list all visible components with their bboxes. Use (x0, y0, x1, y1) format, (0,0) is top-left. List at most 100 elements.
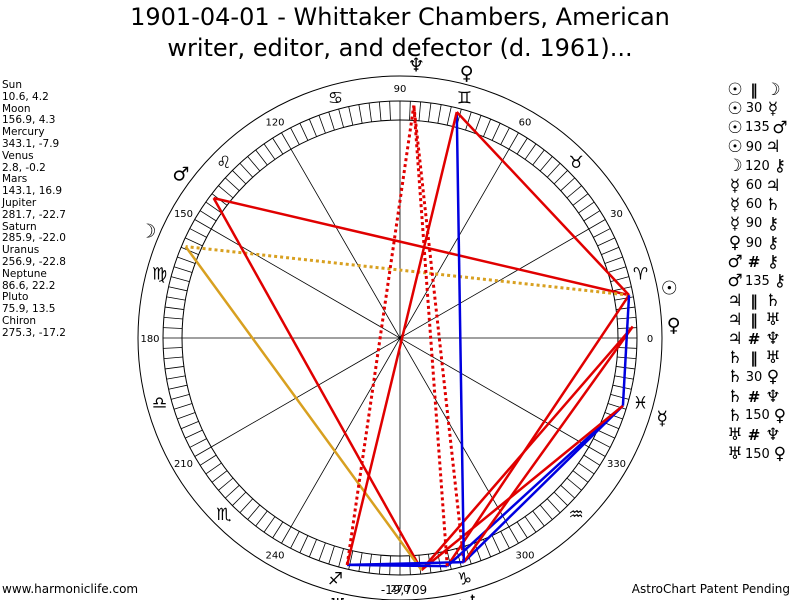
degree-tick (328, 111, 335, 131)
aspect-type: # (747, 253, 761, 272)
aspect-planet-2-glyph: ♆ (765, 424, 781, 445)
position-values-moon: 156.9, 4.3 (2, 114, 56, 127)
degree-tick (232, 491, 247, 506)
aspect-planet-2-glyph: ♆ (765, 386, 781, 407)
degree-tick (164, 306, 184, 310)
degree-tick (566, 477, 582, 491)
planet-glyph-venus: ♀ (667, 315, 681, 337)
degree-tick (168, 286, 188, 292)
degree-label: 270 (390, 584, 409, 595)
degree-tick (189, 228, 207, 238)
degree-tick (189, 438, 207, 448)
degree-tick (328, 545, 335, 565)
aspect-planet-2-glyph: ♅ (765, 348, 781, 369)
degree-tick (524, 143, 537, 160)
aspect-planet-1-glyph: ♄ (727, 348, 743, 369)
aspect-planet-1-glyph: ☿ (729, 175, 741, 196)
aspect-type: ‖ (750, 291, 758, 310)
planet-glyph-pluto: ♀ (460, 62, 474, 84)
degree-label: 240 (265, 551, 284, 562)
aspect-row: ♂ 135 ⚷ (727, 271, 800, 292)
aspect-line (185, 245, 630, 297)
degree-tick (272, 521, 284, 539)
zodiac-sign-glyph: ♏ (216, 505, 231, 525)
chart-title-line-2: writer, editor, and defector (d. 1961)..… (167, 34, 633, 62)
aspect-line (412, 105, 466, 563)
position-values-sun: 10.6, 4.2 (2, 90, 49, 103)
degree-tick (578, 462, 595, 475)
degree-tick (281, 132, 292, 150)
degree-tick (588, 446, 606, 457)
aspect-line (455, 111, 630, 296)
degree-tick (532, 149, 545, 166)
aspect-type: ‖ (750, 349, 758, 368)
position-values-jupiter: 281.7, -22.7 (2, 208, 66, 221)
degree-tick (614, 296, 634, 301)
degree-tick (560, 484, 576, 499)
aspect-line (446, 294, 631, 567)
aspect-planet-2-glyph: ⚷ (766, 233, 780, 254)
aspect-line (462, 404, 624, 563)
website-link[interactable]: www.harmoniclife.com (2, 582, 139, 596)
degree-tick (348, 550, 354, 570)
degree-tick (173, 403, 193, 410)
degree-tick (572, 470, 589, 483)
aspect-row: ♄ # ♆ (727, 386, 800, 407)
degree-tick (588, 219, 606, 230)
aspect-type: 135 (745, 273, 770, 289)
degree-tick (194, 219, 212, 230)
aspect-planet-1-glyph: ♃ (727, 290, 743, 311)
degree-tick (199, 210, 217, 222)
degree-tick (168, 384, 188, 390)
position-values-saturn: 285.9, -22.0 (2, 232, 66, 245)
aspect-list: ☉ ‖ ☽ ☉ 30 ☿ ☉ 135 ♂ ☉ 90 ♃ ☽ 120 ⚷ ☿ 60 ♃ ☿ 60 ♄ ☿ 90 ⚷ ♀ 90 ⚷ ♂ # ⚷… (727, 79, 800, 465)
degree-tick (177, 412, 196, 420)
degree-label: 90 (394, 84, 407, 95)
degree-tick (539, 156, 553, 172)
aspect-row: ♄ ‖ ♅ (727, 348, 800, 369)
aspect-planet-2-glyph: ♀ (766, 367, 780, 388)
aspect-planet-2-glyph: ☽ (765, 79, 781, 100)
degree-tick (593, 438, 611, 448)
degree-tick (299, 535, 309, 553)
aspect-line (455, 112, 466, 563)
aspect-planet-1-glyph: ♄ (727, 367, 743, 388)
aspect-type: 60 (745, 178, 763, 194)
aspect-planet-2-glyph: ⚷ (766, 252, 780, 273)
degree-label: 150 (174, 209, 193, 220)
position-name-neptune: Neptune (2, 267, 47, 280)
aspect-type: ‖ (750, 310, 758, 329)
degree-tick (299, 123, 309, 141)
outer-ring (137, 75, 663, 600)
degree-tick (358, 104, 363, 124)
aspect-planet-1-glyph: ♀ (728, 233, 742, 254)
planet-glyph-mercury: ☿ (656, 408, 668, 430)
degree-tick (290, 531, 300, 549)
aspect-type: 90 (745, 216, 763, 232)
degree-tick (163, 347, 183, 349)
aspect-type: 135 (745, 120, 770, 136)
degree-tick (566, 185, 582, 199)
degree-tick (164, 366, 184, 370)
degree-tick (500, 531, 510, 549)
degree-tick (483, 118, 492, 137)
aspect-row: ♄ 150 ♀ (727, 406, 800, 426)
aspect-planet-2-glyph: ⚷ (773, 271, 787, 292)
degree-tick (597, 429, 615, 439)
aspect-type: 150 (745, 446, 770, 462)
aspect-planet-2-glyph: ⚷ (766, 213, 780, 234)
position-values-mercury: 343.1, -7.9 (2, 137, 60, 150)
degree-tick (572, 193, 589, 206)
degree-tick (338, 108, 344, 128)
degree-tick (539, 504, 553, 520)
aspect-planet-2-glyph: ♆ (765, 329, 781, 350)
degree-tick (607, 266, 627, 273)
aspect-row: ♃ ‖ ♅ (727, 310, 800, 330)
aspect-row: ☿ 90 ⚷ (727, 213, 800, 234)
aspect-line (446, 404, 624, 568)
degree-tick (247, 504, 261, 520)
degree-tick (378, 101, 382, 121)
degree-tick (218, 185, 234, 199)
chart-title-line-1: 1901-04-01 - Whittaker Chambers, America… (130, 3, 670, 31)
